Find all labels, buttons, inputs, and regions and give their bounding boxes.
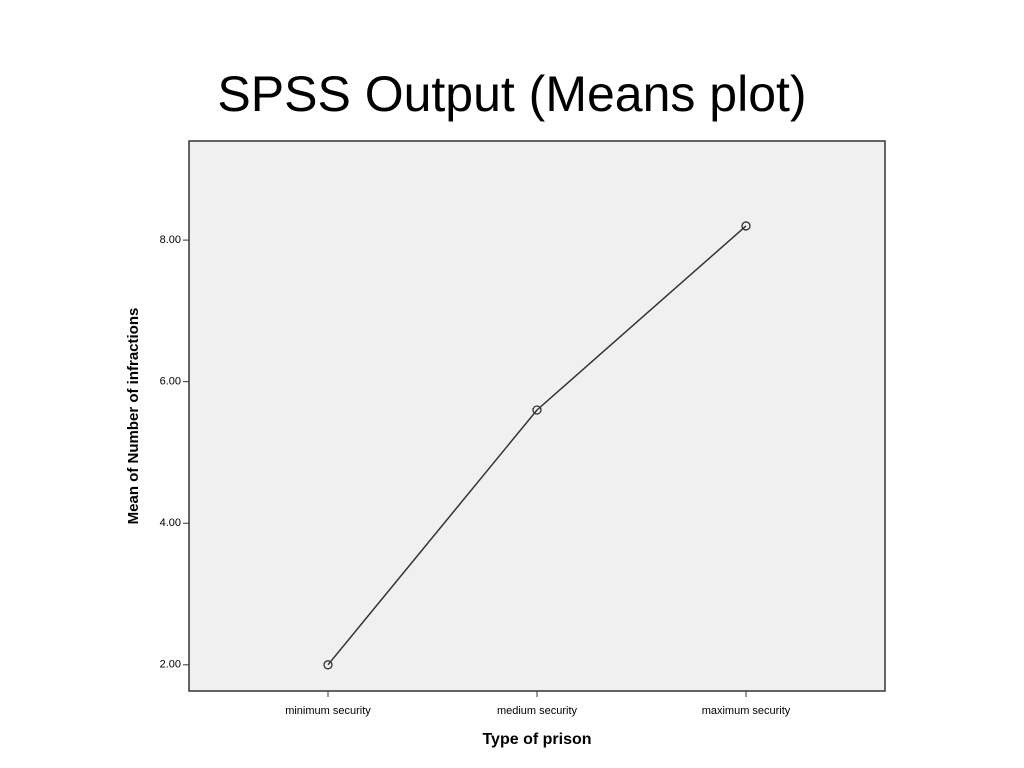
point	[532, 405, 542, 415]
line	[327, 225, 747, 666]
y-axis-label: Mean of Number of infractions	[125, 308, 142, 525]
plot-area	[188, 140, 886, 692]
y-tick-label: 8.00	[160, 234, 181, 246]
x-tick-label: medium security	[497, 705, 578, 717]
x-axis-label: Type of prison	[482, 731, 591, 748]
y-tick-label: 2.00	[160, 659, 181, 671]
y-tick-label: 6.00	[160, 376, 181, 388]
slide-title: SPSS Output (Means plot)	[217, 66, 806, 122]
point	[741, 221, 751, 231]
y-tick-label: 4.00	[160, 517, 181, 529]
x-tick-label: minimum security	[285, 705, 371, 717]
x-tick-label: maximum security	[702, 705, 791, 717]
point	[323, 660, 333, 670]
